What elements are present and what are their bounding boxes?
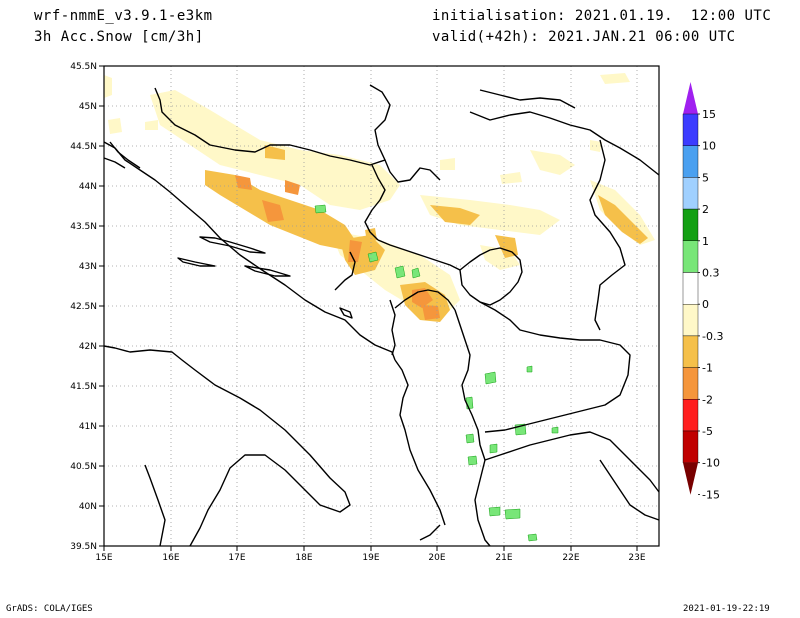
colorbar-label: -2 xyxy=(702,393,713,406)
lon-label: 17E xyxy=(228,553,245,563)
colorbar-segment xyxy=(682,113,699,146)
footer-grads: GrADS: COLA/IGES xyxy=(6,604,93,614)
lat-label: 45N xyxy=(79,102,97,112)
lon-label: 22E xyxy=(562,553,579,563)
colorbar-label: 5 xyxy=(702,171,709,184)
grid-lines xyxy=(104,66,659,546)
colorbar: 15 10 5 2 1 0.3 0 -0.3 -1 -2 -5 -10 -15 xyxy=(682,82,723,501)
footer-timestamp: 2021-01-19-22:19 xyxy=(683,604,770,614)
lat-label: 44.5N xyxy=(70,142,97,152)
colorbar-segment xyxy=(682,335,699,368)
variable-title: 3h Acc.Snow [cm/3h] xyxy=(34,29,204,45)
colorbar-segment xyxy=(682,304,699,337)
colorbar-segment xyxy=(682,272,699,305)
lon-label: 16E xyxy=(162,553,179,563)
colorbar-segment xyxy=(682,177,699,210)
colorbar-label: -1 xyxy=(702,362,713,375)
colorbar-label: -5 xyxy=(702,425,713,438)
colorbar-segment xyxy=(682,367,699,400)
colorbar-label: 10 xyxy=(702,140,716,153)
colorbar-label: -15 xyxy=(702,488,720,501)
colorbar-arrow-bottom xyxy=(683,462,698,495)
lon-label: 19E xyxy=(362,553,379,563)
lat-label: 41N xyxy=(79,422,97,432)
lon-labels: 15E 16E 17E 18E 19E 20E 21E 22E 23E xyxy=(95,553,645,563)
lat-label: 42N xyxy=(79,342,97,352)
lat-label: 43.5N xyxy=(70,222,97,232)
lon-label: 23E xyxy=(628,553,645,563)
valid-time: valid(+42h): 2021.JAN.21 06:00 UTC xyxy=(432,29,736,45)
colorbar-label: 15 xyxy=(702,108,716,121)
colorbar-label: 0.3 xyxy=(702,267,720,280)
lon-label: 20E xyxy=(428,553,445,563)
lat-label: 43N xyxy=(79,262,97,272)
colorbar-segment xyxy=(682,208,699,242)
lat-label: 39.5N xyxy=(70,542,97,552)
init-time: initialisation: 2021.01.19. 12:00 UTC xyxy=(432,8,772,24)
colorbar-label: 1 xyxy=(702,235,709,248)
colorbar-segment xyxy=(682,399,699,432)
lon-label: 21E xyxy=(495,553,512,563)
coastlines-borders xyxy=(103,84,660,547)
colorbar-segment xyxy=(682,430,699,463)
lat-label: 40.5N xyxy=(70,462,97,472)
colorbar-arrow-top xyxy=(683,82,698,114)
lat-label: 42.5N xyxy=(70,302,97,312)
colorbar-label: 0 xyxy=(702,298,709,311)
lat-label: 40N xyxy=(79,502,97,512)
lat-label: 41.5N xyxy=(70,382,97,392)
colorbar-segment xyxy=(682,145,699,178)
tick-marks xyxy=(99,65,638,551)
lat-label: 44N xyxy=(79,182,97,192)
lat-label: 45.5N xyxy=(70,62,97,72)
colorbar-segment xyxy=(682,240,699,273)
colorbar-label: -0.3 xyxy=(702,330,723,343)
lon-label: 15E xyxy=(95,553,112,563)
snow-shading xyxy=(104,73,655,542)
colorbar-label: -10 xyxy=(702,457,720,470)
lat-labels: 45.5N 45N 44.5N 44N 43.5N 43N 42.5N 42N … xyxy=(70,62,97,552)
lon-label: 18E xyxy=(295,553,312,563)
colorbar-label: 2 xyxy=(702,203,709,216)
model-title: wrf-nmmE_v3.9.1-e3km xyxy=(34,8,213,24)
